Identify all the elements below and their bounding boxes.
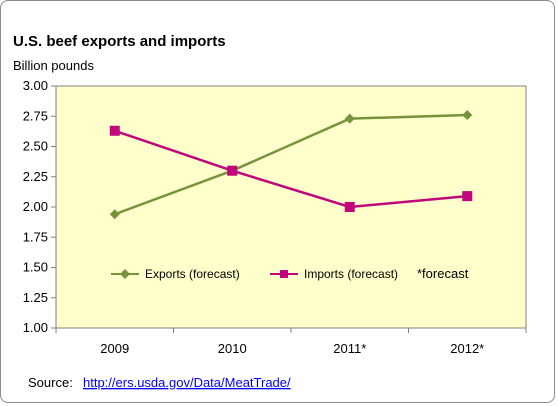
plot-area bbox=[55, 85, 527, 329]
x-tick-label: 2010 bbox=[218, 341, 247, 356]
data-point-square bbox=[227, 165, 238, 176]
y-tick-label: 2.00 bbox=[23, 199, 48, 214]
data-point-diamond bbox=[462, 110, 473, 121]
data-point-diamond bbox=[344, 113, 355, 124]
series-line-0 bbox=[114, 113, 468, 216]
legend-imports-label: Imports (forecast) bbox=[304, 267, 398, 281]
y-axis: 1.00 1.25 1.50 1.75 2.00 2.25 2.50 2.75 3.00 bbox=[23, 78, 56, 335]
legend-imports-marker bbox=[280, 270, 288, 278]
y-tick-label: 1.00 bbox=[23, 320, 48, 335]
y-tick-label: 2.25 bbox=[23, 169, 48, 184]
y-tick-label: 3.00 bbox=[23, 78, 48, 93]
legend-exports-marker bbox=[120, 269, 130, 279]
data-point-diamond bbox=[109, 209, 120, 220]
x-tick-label: 2009 bbox=[100, 341, 129, 356]
series-line-1 bbox=[114, 129, 468, 209]
data-point-square bbox=[462, 191, 473, 202]
x-tick-label: 2011* bbox=[333, 341, 366, 356]
series-layer bbox=[109, 110, 473, 220]
x-tick-label: 2012* bbox=[450, 341, 484, 356]
forecast-note: *forecast bbox=[417, 266, 469, 281]
chart-title: U.S. beef exports and imports bbox=[13, 33, 226, 50]
y-tick-label: 1.25 bbox=[23, 290, 48, 305]
data-point-square bbox=[344, 202, 355, 212]
source-link[interactable]: http://ers.usda.gov/Data/MeatTrade/ bbox=[83, 375, 291, 390]
y-axis-label: Billion pounds bbox=[13, 58, 94, 73]
y-tick-label: 2.75 bbox=[23, 108, 48, 123]
legend-exports-label: Exports (forecast) bbox=[145, 267, 240, 281]
legend: Exports (forecast) Imports (forecast) *f… bbox=[111, 266, 469, 281]
x-axis: 2009 2010 2011* 2012* bbox=[55, 328, 527, 356]
y-tick-label: 1.75 bbox=[23, 229, 48, 244]
y-tick-label: 2.50 bbox=[23, 139, 48, 154]
data-point-square bbox=[109, 125, 120, 136]
source-label: Source: bbox=[28, 375, 73, 390]
y-tick-label: 1.50 bbox=[23, 260, 48, 275]
